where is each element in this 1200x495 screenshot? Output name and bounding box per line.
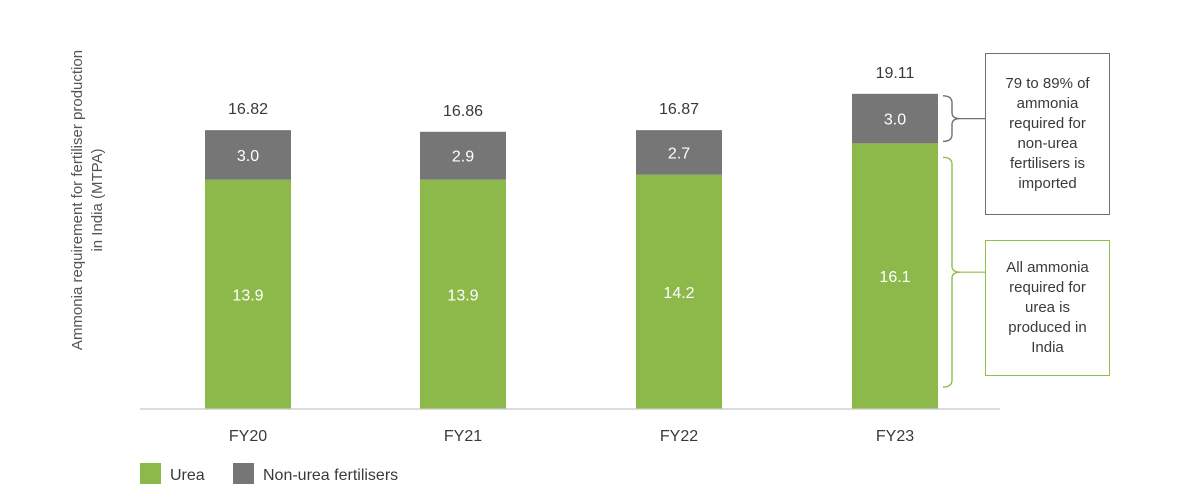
x-tick-label: FY22 xyxy=(660,428,698,445)
bar-value-label: 16.1 xyxy=(879,269,910,286)
annotation-imported-text: 79 to 89% of ammonia required for non-ur… xyxy=(1005,75,1090,192)
bar-value-label: 2.7 xyxy=(668,145,690,162)
bar-total-label: 16.86 xyxy=(443,103,483,120)
bar-fy21-non-urea xyxy=(420,131,506,180)
bar-fy20-urea xyxy=(205,179,291,409)
bar-fy23-urea xyxy=(852,143,938,409)
legend-label-non-urea: Non-urea fertilisers xyxy=(263,467,398,484)
bar-value-label: 13.9 xyxy=(447,287,478,304)
bracket-urea xyxy=(942,156,961,388)
bar-value-label: 13.9 xyxy=(232,287,263,304)
annotation-domestic-callout: All ammonia required for urea is produce… xyxy=(985,240,1110,376)
bars: 13.9 3.0 16.82 13.9 2.9 16.86 14.2 2.7 16.87 16.1… xyxy=(205,65,938,409)
annotation-domestic-text: All ammonia required for urea is produce… xyxy=(1006,259,1089,356)
x-tick-label: FY23 xyxy=(876,428,914,445)
annotation-brackets xyxy=(942,95,985,388)
bar-total-label: 16.82 xyxy=(228,101,268,118)
legend: Urea Non-urea fertilisers xyxy=(140,463,398,484)
bar-fy20-non-urea xyxy=(205,130,291,180)
bracket-non-urea xyxy=(942,95,961,143)
legend-swatch-non-urea xyxy=(233,463,254,484)
bar-fy23-non-urea xyxy=(852,93,938,144)
bar-fy22-non-urea xyxy=(636,130,722,175)
annotation-imported-callout: 79 to 89% of ammonia required for non-ur… xyxy=(985,53,1110,215)
x-tick-label: FY21 xyxy=(444,428,482,445)
bar-value-label: 3.0 xyxy=(237,148,259,165)
y-axis-label: Ammonia requirement for fertiliser produ… xyxy=(69,50,106,350)
x-axis-ticks: FY20 FY21 FY22 FY23 xyxy=(229,428,914,445)
bar-value-label: 14.2 xyxy=(663,285,694,302)
bar-value-label: 2.9 xyxy=(452,149,474,166)
bar-value-label: 3.0 xyxy=(884,112,906,129)
x-tick-label: FY20 xyxy=(229,428,267,445)
y-axis-label-text: Ammonia requirement for fertiliser produ… xyxy=(69,50,106,350)
legend-label-urea: Urea xyxy=(170,467,205,484)
bar-total-label: 16.87 xyxy=(659,101,699,118)
bar-fy22-urea xyxy=(636,174,722,409)
bar-fy21-urea xyxy=(420,179,506,409)
bar-total-label: 19.11 xyxy=(876,65,915,82)
legend-swatch-urea xyxy=(140,463,161,484)
